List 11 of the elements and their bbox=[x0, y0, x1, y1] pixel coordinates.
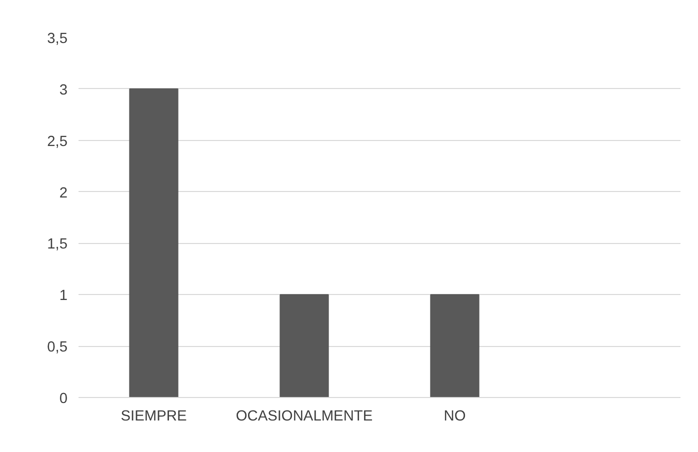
y-tick-label: 1,5 bbox=[47, 236, 68, 253]
y-tick-label: 1 bbox=[59, 288, 68, 304]
y-tick-label: 0,5 bbox=[47, 340, 68, 356]
x-tick-label: OCASIONALMENTE bbox=[236, 408, 373, 424]
x-tick-label: NO bbox=[444, 408, 466, 424]
y-tick-label: 2 bbox=[59, 185, 68, 202]
x-tick-label: SIEMPRE bbox=[120, 408, 187, 424]
y-tick-label: 3 bbox=[59, 82, 68, 98]
y-tick-label: 3,5 bbox=[47, 31, 68, 47]
y-tick-label: 2,5 bbox=[47, 134, 68, 150]
y-tick-label: 0 bbox=[59, 391, 68, 407]
